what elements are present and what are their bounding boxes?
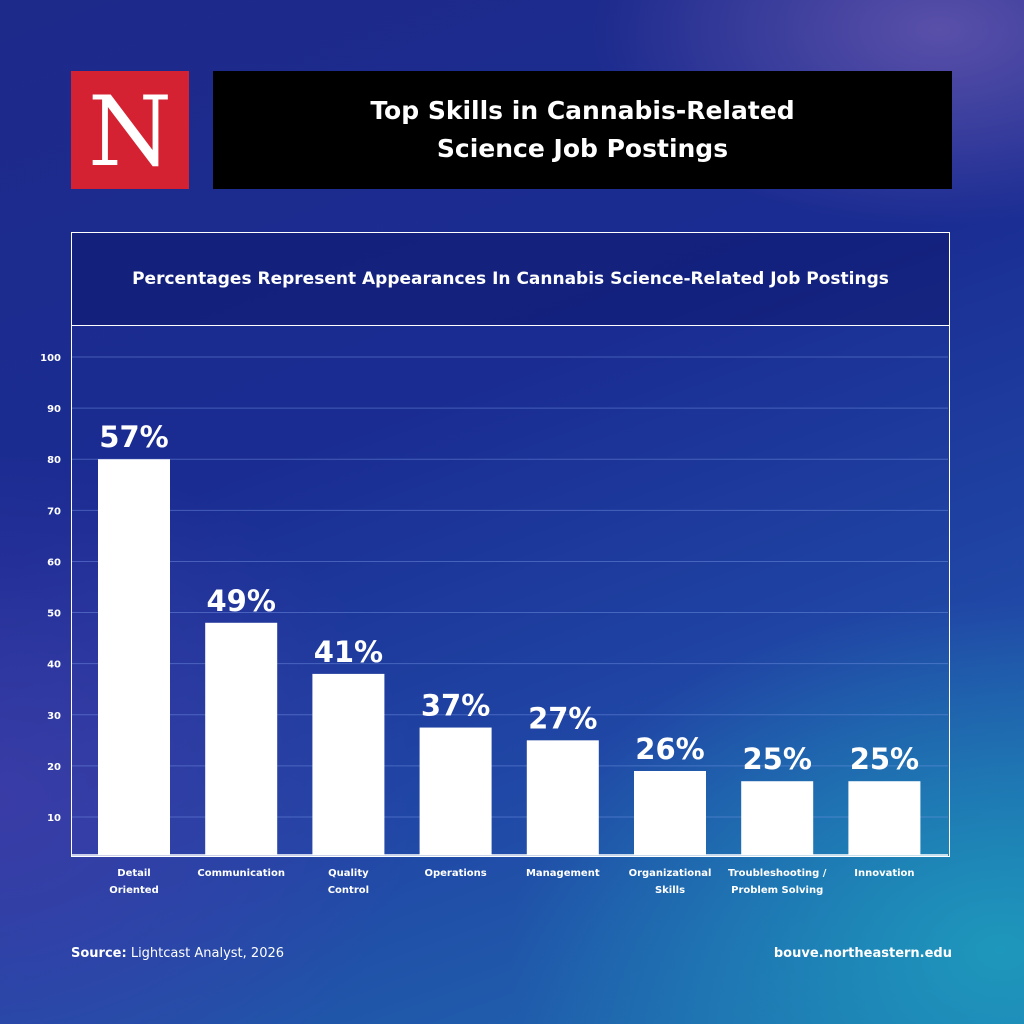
chart-subtitle-bar: Percentages Represent Appearances In Can… bbox=[71, 232, 950, 326]
x-tick-label: Management bbox=[526, 868, 600, 879]
northeastern-logo: N bbox=[71, 71, 189, 189]
y-tick-label: 100 bbox=[40, 353, 61, 364]
x-tick-label: Oriented bbox=[109, 885, 158, 896]
y-tick-label: 60 bbox=[47, 557, 61, 568]
bar bbox=[634, 771, 706, 855]
x-tick-label: Control bbox=[328, 885, 369, 896]
y-tick-label: 90 bbox=[47, 404, 61, 415]
data-label: 25% bbox=[742, 742, 811, 776]
x-tick-label: Detail bbox=[117, 868, 150, 879]
bar bbox=[741, 781, 814, 855]
chart-title-line-2: Science Job Postings bbox=[436, 134, 729, 163]
y-tick-label: 30 bbox=[47, 711, 61, 722]
y-tick-label: 10 bbox=[47, 813, 61, 824]
data-label: 57% bbox=[99, 420, 168, 454]
logo-letter: N bbox=[88, 76, 172, 188]
title-banner: Top Skills in Cannabis-Related Science J… bbox=[213, 71, 952, 189]
data-label: 26% bbox=[635, 732, 704, 766]
bar bbox=[312, 673, 385, 855]
x-tick-label: Organizational bbox=[629, 868, 712, 879]
x-tick-label: Skills bbox=[655, 885, 685, 896]
data-label: 41% bbox=[314, 635, 383, 669]
data-label: 49% bbox=[206, 584, 275, 618]
chart-subtitle: Percentages Represent Appearances In Can… bbox=[132, 269, 889, 289]
y-tick-label: 50 bbox=[47, 609, 61, 620]
website-url: bouve.northeastern.edu bbox=[773, 946, 952, 961]
x-tick-label: Communication bbox=[197, 868, 285, 879]
y-tick-label: 40 bbox=[47, 660, 61, 671]
y-tick-label: 70 bbox=[47, 506, 61, 517]
x-tick-label: Quality bbox=[328, 868, 369, 879]
bar bbox=[848, 781, 921, 855]
data-label: 37% bbox=[421, 689, 490, 723]
source-label: Source: bbox=[71, 946, 127, 961]
x-tick-label: Problem Solving bbox=[731, 885, 823, 896]
x-tick-label: Innovation bbox=[854, 868, 914, 879]
y-tick-label: 20 bbox=[47, 762, 61, 773]
source-note: Source: Lightcast Analyst, 2026 bbox=[71, 946, 284, 961]
data-label: 27% bbox=[528, 701, 597, 735]
bar bbox=[526, 740, 599, 855]
source-text: Lightcast Analyst, 2026 bbox=[126, 946, 285, 961]
bar bbox=[98, 459, 170, 855]
data-label: 25% bbox=[850, 742, 919, 776]
bar bbox=[419, 727, 492, 855]
chart-title-line-1: Top Skills in Cannabis-Related bbox=[370, 96, 795, 125]
y-tick-label: 80 bbox=[47, 455, 61, 466]
x-tick-label: Troubleshooting / bbox=[728, 868, 827, 879]
x-tick-label: Operations bbox=[424, 868, 486, 879]
bar bbox=[205, 622, 278, 855]
